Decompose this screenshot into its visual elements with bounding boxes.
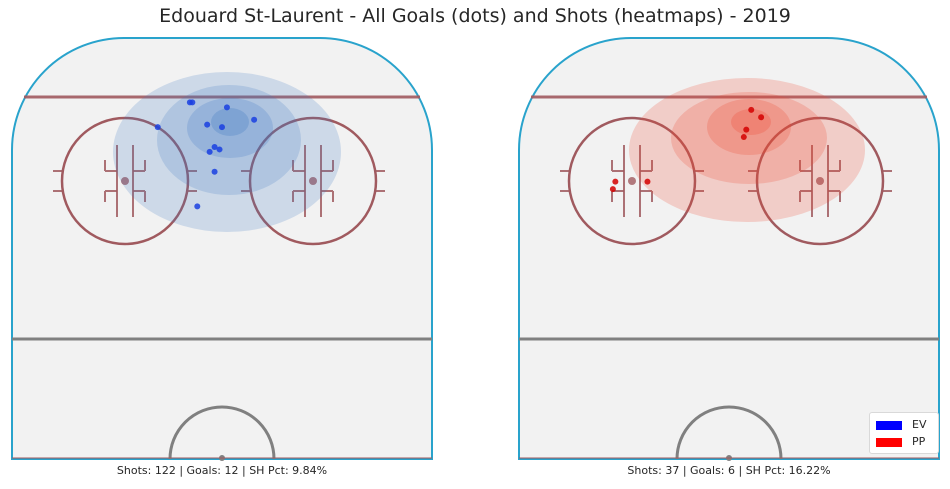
hash-mark-right-2 xyxy=(292,190,305,202)
hash-mark-right-1 xyxy=(321,160,334,172)
heatmap-level-right-1 xyxy=(671,92,827,184)
hash-mark-left-4 xyxy=(623,145,641,217)
legend-label-ev: EV xyxy=(912,418,927,431)
goal-dot-right-2 xyxy=(743,126,750,133)
hash-mark-right-0 xyxy=(292,160,305,172)
heatmap-level-right-0 xyxy=(629,78,865,222)
rink-boards xyxy=(11,37,433,460)
hash-mark-left-2 xyxy=(104,190,117,202)
rink-panel-left xyxy=(11,37,433,461)
hash-mark-left-1 xyxy=(133,160,146,172)
goal-dot-left-8 xyxy=(216,146,223,153)
center-circle xyxy=(168,405,276,460)
rink-boards xyxy=(518,37,940,460)
legend-label-pp: PP xyxy=(912,435,926,448)
hash-mark-left-3 xyxy=(640,190,653,202)
hash-mark-left-0 xyxy=(611,160,624,172)
hash-mark-left-5 xyxy=(53,170,197,192)
faceoff-dot-right xyxy=(816,177,824,185)
hash-mark-right-4 xyxy=(304,145,322,217)
faceoff-circle-left xyxy=(60,116,190,246)
heatmap-level-left-3 xyxy=(211,108,249,136)
goal-dot-right-4 xyxy=(612,178,619,185)
heatmap-level-right-2 xyxy=(707,99,791,155)
heatmap-level-left-1 xyxy=(157,85,301,195)
hash-mark-right-3 xyxy=(321,190,334,202)
hash-mark-right-3 xyxy=(828,190,841,202)
center-circle xyxy=(675,405,783,460)
hash-mark-right-1 xyxy=(828,160,841,172)
faceoff-dot-right xyxy=(309,177,317,185)
legend: EV PP xyxy=(869,412,939,454)
hash-mark-left-3 xyxy=(133,190,146,202)
rink-panel-right xyxy=(518,37,940,461)
hash-mark-right-4 xyxy=(811,145,829,217)
goal-dot-left-6 xyxy=(219,124,225,131)
goal-dot-left-2 xyxy=(223,104,230,111)
faceoff-circle-right xyxy=(755,116,885,246)
hash-mark-right-0 xyxy=(799,160,812,172)
goal-dot-right-6 xyxy=(644,178,651,185)
legend-swatch-pp xyxy=(876,438,902,447)
goal-dot-left-5 xyxy=(204,121,211,128)
hash-mark-left-5 xyxy=(560,170,704,192)
goal-dot-left-1 xyxy=(189,99,196,106)
goal-dot-left-10 xyxy=(211,168,218,175)
goal-dot-right-5 xyxy=(609,186,616,193)
goal-dot-left-9 xyxy=(206,148,213,155)
goal-dot-right-0 xyxy=(748,106,755,113)
heatmap-level-left-0 xyxy=(113,72,341,232)
hash-mark-right-5 xyxy=(748,170,892,192)
heatmap-level-left-2 xyxy=(187,98,273,158)
goal-dot-left-7 xyxy=(211,143,218,150)
left-panel-summary: Shots: 122 | Goals: 12 | SH Pct: 9.84% xyxy=(116,464,328,477)
hash-mark-left-1 xyxy=(640,160,653,172)
faceoff-circle-right xyxy=(248,116,378,246)
hash-mark-right-2 xyxy=(799,190,812,202)
heatmap-level-right-3 xyxy=(731,109,771,135)
hash-mark-left-4 xyxy=(116,145,134,217)
legend-swatch-ev xyxy=(876,421,902,430)
goal-dot-left-3 xyxy=(251,116,258,123)
faceoff-dot-left xyxy=(121,177,129,185)
goal-dot-left-4 xyxy=(154,124,161,131)
chart-title: Edouard St-Laurent - All Goals (dots) an… xyxy=(159,5,791,27)
goal-dot-right-3 xyxy=(740,134,747,141)
hash-mark-left-0 xyxy=(104,160,117,172)
hash-mark-right-5 xyxy=(241,170,385,192)
goal-dot-right-1 xyxy=(758,114,765,121)
faceoff-circle-left xyxy=(567,116,697,246)
goal-dot-left-11 xyxy=(194,203,201,210)
right-panel-summary: Shots: 37 | Goals: 6 | SH Pct: 16.22% xyxy=(627,464,831,477)
faceoff-dot-left xyxy=(628,177,636,185)
